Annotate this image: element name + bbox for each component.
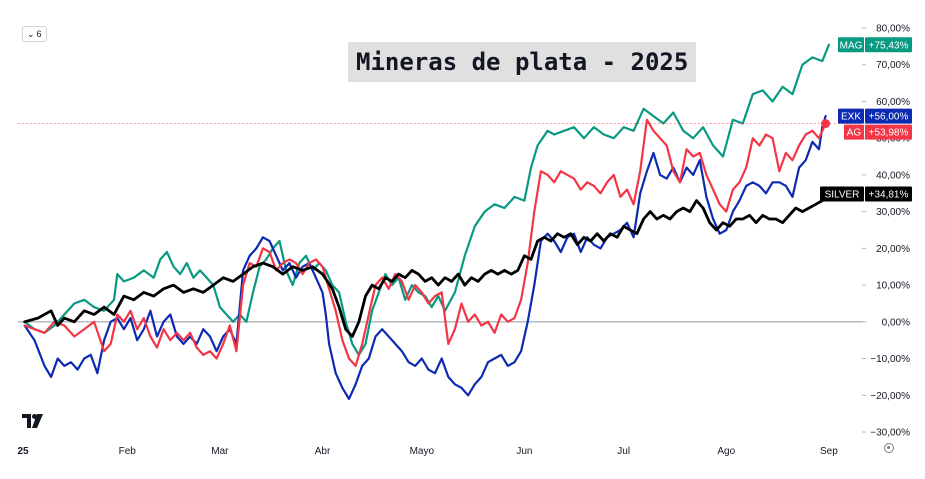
badge-value-bg	[865, 108, 912, 124]
badge-name-bg	[844, 124, 864, 140]
chart-title: Mineras de plata - 2025	[348, 42, 697, 82]
x-tick-label: 25	[17, 446, 29, 457]
series-line-silver	[23, 192, 831, 338]
x-tick-label: Ago	[717, 446, 735, 457]
badge-value-bg	[865, 37, 912, 53]
series-line-exk	[23, 115, 827, 400]
x-tick-label: Mar	[211, 446, 229, 457]
badge-value-bg	[865, 124, 912, 140]
chevron-down-icon: ⌄	[27, 28, 35, 39]
y-tick-label: −20,00%	[870, 391, 910, 402]
y-tick-label: 80,00%	[876, 24, 910, 35]
y-tick-label: −10,00%	[870, 354, 910, 365]
y-axis: −30,00% −20,00% −10,00% 0,00% 10,00% 20,00% 30…	[862, 24, 910, 439]
y-tick-label: 30,00%	[876, 207, 910, 218]
y-tick-label: 0,00%	[882, 317, 910, 328]
badge-name: EXK	[841, 112, 861, 123]
x-tick-label: Feb	[119, 446, 137, 457]
badge-value-bg	[865, 186, 912, 202]
x-tick-label: Jun	[516, 446, 532, 457]
series-line-ag	[23, 118, 827, 367]
badges[interactable]: MAG +75,43% EXK +56,00% AG +53,98% SILVER +34,8…	[820, 37, 912, 202]
x-tick-label: Jul	[617, 446, 630, 457]
badge-name: SILVER	[825, 189, 860, 200]
marker-layer	[18, 119, 862, 129]
last-value-dot	[821, 119, 831, 129]
series-count: 6	[36, 29, 42, 39]
badge-name-bg	[838, 37, 864, 53]
badge-name: AG	[847, 128, 862, 139]
y-tick-label: 40,00%	[876, 170, 910, 181]
x-tick-label: Sep	[820, 446, 838, 457]
series-line-mag	[23, 43, 830, 356]
x-tick-label: Abr	[315, 446, 331, 457]
badge-name-bg	[820, 186, 864, 202]
y-tick-label: 60,00%	[876, 97, 910, 108]
badge-exk: EXK +56,00%	[838, 108, 912, 124]
badge-mag: MAG +75,43%	[838, 37, 912, 53]
y-tick-label: −30,00%	[870, 428, 910, 439]
tradingview-logo-icon	[22, 414, 44, 432]
series-layer	[23, 43, 831, 400]
x-axis: 25 Feb Mar Abr Mayo Jun Jul Ago Sep	[17, 446, 838, 457]
badge-name: MAG	[840, 40, 863, 51]
badge-value: +56,00%	[869, 112, 909, 123]
badge-value: +34,81%	[869, 189, 909, 200]
badge-name-bg	[838, 108, 864, 124]
badge-value: +53,98%	[869, 128, 909, 139]
y-tick-label: 20,00%	[876, 244, 910, 255]
badge-silver: SILVER +34,81%	[820, 186, 912, 202]
y-tick-label: 70,00%	[876, 60, 910, 71]
badge-ag: AG +53,98%	[844, 124, 912, 140]
x-tick-label: Mayo	[410, 446, 435, 457]
gear-icon[interactable]	[884, 443, 894, 453]
y-tick-label: 10,00%	[876, 281, 910, 292]
collapse-series-button[interactable]: ⌄ 6	[22, 26, 47, 42]
badge-value: +75,43%	[869, 40, 909, 51]
